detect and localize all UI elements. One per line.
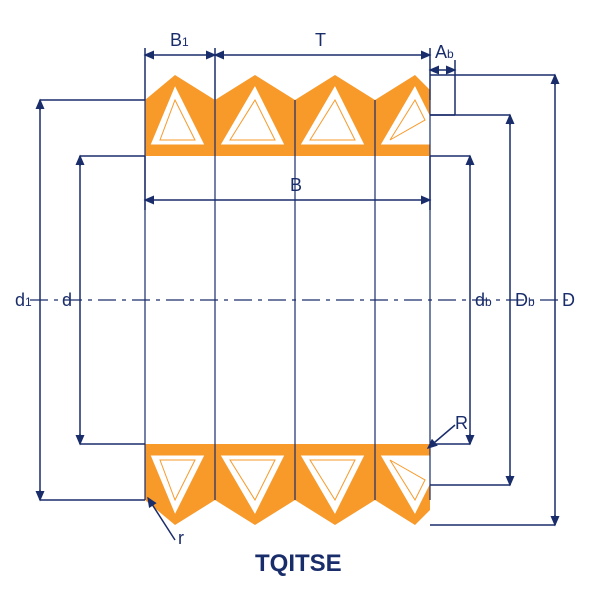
- label-B1: B1: [170, 30, 189, 51]
- label-R: R: [455, 413, 468, 434]
- title: TQITSE: [255, 550, 342, 578]
- label-D: D: [562, 290, 575, 311]
- label-db: db: [475, 290, 492, 311]
- outer-race-bottom: [145, 450, 430, 525]
- label-d1: d1: [15, 290, 32, 311]
- label-Ab: Ab: [435, 42, 454, 63]
- label-T: T: [315, 30, 326, 51]
- diagram-canvas: B1 T Ab B R r d1 d db Db D TQITSE: [0, 0, 600, 600]
- outer-race-top: [145, 75, 430, 150]
- diagram-svg: [0, 0, 600, 600]
- label-d: d: [62, 290, 72, 311]
- inner-race-top: [145, 148, 430, 156]
- inner-race-bottom: [145, 444, 430, 452]
- label-r: r: [178, 528, 184, 549]
- label-Db: Db: [515, 290, 535, 311]
- label-B: B: [290, 175, 302, 196]
